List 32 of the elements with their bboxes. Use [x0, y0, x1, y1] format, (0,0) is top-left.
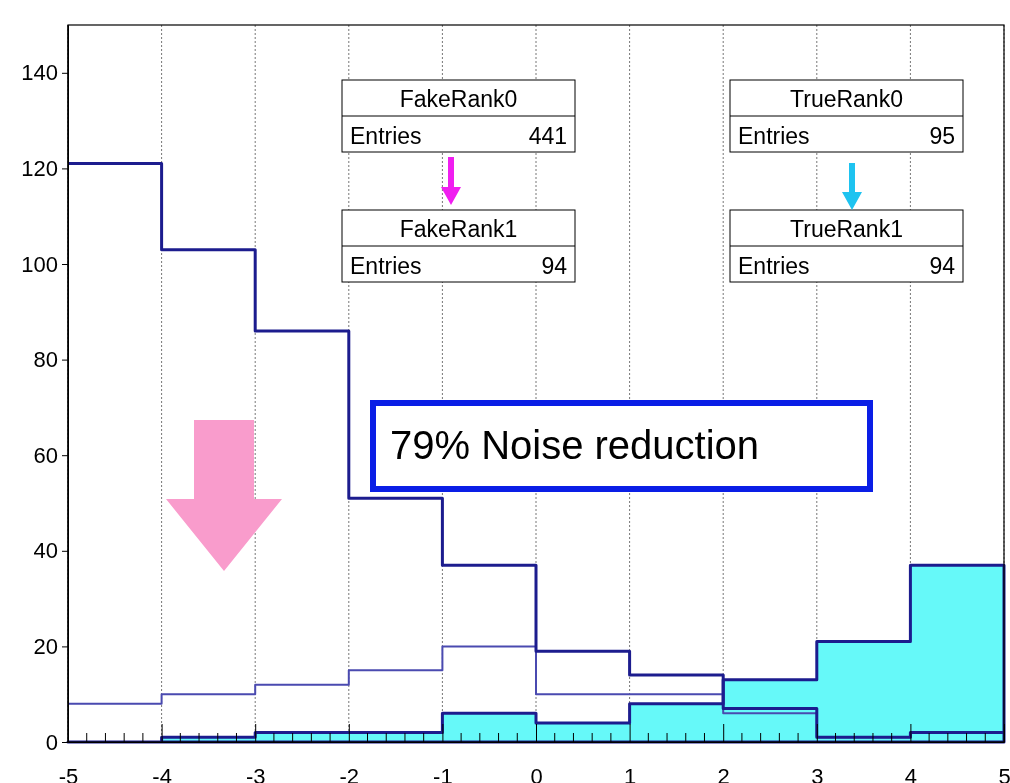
y-tick-label: 100	[21, 251, 58, 277]
annotation: Entries	[738, 253, 810, 279]
annotation: Entries	[350, 253, 422, 279]
annotation: TrueRank1	[790, 216, 903, 242]
x-tick-label: 0	[530, 763, 543, 783]
annotation: FakeRank0	[399, 86, 518, 112]
x-tick-label: 2	[717, 763, 730, 783]
y-tick-label: 60	[33, 442, 58, 468]
y-tick-label: 40	[33, 538, 58, 564]
x-tick-label: -4	[152, 763, 172, 783]
annotation: 95	[929, 123, 955, 149]
x-tick-label: -1	[433, 763, 453, 783]
x-tick-label: 3	[811, 763, 824, 783]
annotation: TrueRank0	[790, 86, 903, 112]
annotation: FakeRank1	[399, 216, 518, 242]
x-tick-label: 1	[623, 763, 637, 783]
y-tick-label: 120	[21, 155, 58, 181]
annotation: Entries	[350, 123, 422, 149]
x-tick-label: 5	[998, 763, 1010, 783]
annotation: Entries	[738, 123, 810, 149]
x-tick-label: -3	[245, 763, 266, 783]
annotation: 441	[528, 123, 567, 149]
y-tick-label: 80	[33, 347, 58, 373]
annotation: 94	[541, 253, 568, 279]
x-tick-label: 4	[904, 763, 918, 783]
y-tick-label: 140	[21, 60, 58, 86]
annotation: 94	[929, 253, 956, 279]
x-tick-label: -2	[339, 763, 360, 783]
x-tick-label: -5	[58, 763, 79, 783]
y-tick-label: 20	[33, 633, 58, 659]
annotation: 79% Noise reduction	[390, 423, 760, 467]
y-tick-label: 0	[45, 729, 58, 755]
